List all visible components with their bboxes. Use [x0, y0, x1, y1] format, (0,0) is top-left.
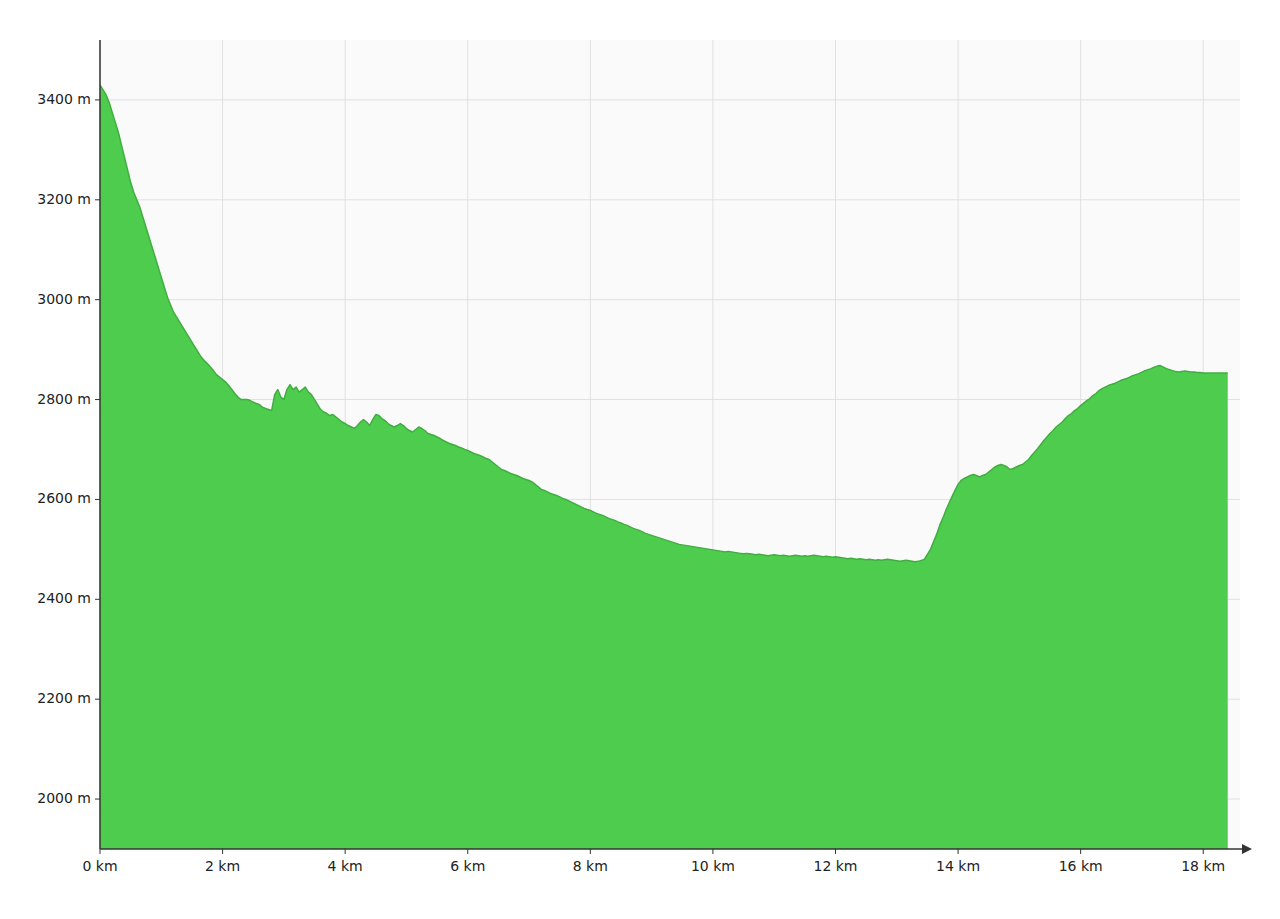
- y-tick: [95, 699, 100, 700]
- x-tick-label: 16 km: [1059, 858, 1103, 874]
- x-tick-label: 12 km: [813, 858, 857, 874]
- x-tick: [100, 849, 101, 854]
- x-tick-label: 10 km: [691, 858, 735, 874]
- y-tick: [95, 499, 100, 500]
- elevation-area: [100, 85, 1228, 849]
- x-tick-label: 0 km: [82, 858, 117, 874]
- y-tick-label: 3000 m: [37, 291, 91, 307]
- y-grid-line: [100, 199, 1240, 200]
- y-tick: [95, 299, 100, 300]
- y-tick: [95, 599, 100, 600]
- x-tick: [222, 849, 223, 854]
- plot-background: [100, 40, 1240, 849]
- plot-area: [100, 85, 1228, 849]
- x-tick-label: 14 km: [936, 858, 980, 874]
- y-grid-line: [100, 399, 1240, 400]
- x-tick: [590, 849, 591, 854]
- y-tick-label: 3400 m: [37, 91, 91, 107]
- y-tick-label: 2200 m: [37, 690, 91, 706]
- axes: 2000 m 2200 m 2400 m 2600 m 2800 m 3000 m 3200…: [37, 40, 1250, 874]
- y-tick-label: 3200 m: [37, 191, 91, 207]
- y-tick-label: 2800 m: [37, 391, 91, 407]
- x-tick: [958, 849, 959, 854]
- x-grid-line: [100, 40, 101, 849]
- y-grid-line: [100, 99, 1240, 100]
- x-tick: [835, 849, 836, 854]
- x-tick-label: 2 km: [205, 858, 240, 874]
- y-tick-label: 2000 m: [37, 790, 91, 806]
- y-tick: [95, 199, 100, 200]
- y-tick: [95, 399, 100, 400]
- y-tick-label: 2600 m: [37, 490, 91, 506]
- x-tick: [1203, 849, 1204, 854]
- y-tick: [95, 99, 100, 100]
- x-tick-label: 6 km: [450, 858, 485, 874]
- x-axis-line: [100, 848, 1250, 850]
- x-tick: [345, 849, 346, 854]
- x-tick: [712, 849, 713, 854]
- x-tick: [467, 849, 468, 854]
- y-tick-label: 2400 m: [37, 590, 91, 606]
- x-tick: [1080, 849, 1081, 854]
- y-tick: [95, 799, 100, 800]
- y-axis-line: [99, 40, 101, 849]
- x-tick-label: 8 km: [573, 858, 608, 874]
- elevation-line: [100, 85, 1228, 562]
- chart: 2000 m 2200 m 2400 m 2600 m 2800 m 3000 m 3200…: [0, 0, 1280, 919]
- x-tick-label: 4 km: [328, 858, 363, 874]
- grid: [100, 40, 1240, 849]
- x-tick-label: 18 km: [1181, 858, 1225, 874]
- y-grid-line: [100, 299, 1240, 300]
